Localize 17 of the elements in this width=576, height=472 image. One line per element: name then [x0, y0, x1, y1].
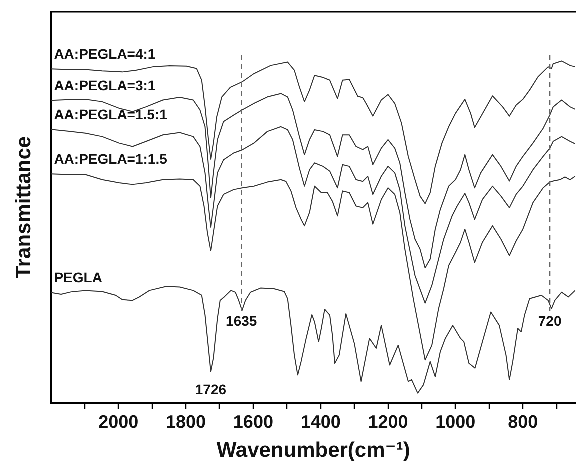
x-axis-title: Wavenumber(cm⁻¹)	[216, 439, 410, 462]
x-tick-label: 2000	[98, 412, 139, 432]
x-tick-label: 1000	[436, 412, 476, 432]
ref-line-label: 1635	[226, 313, 258, 330]
series-label: AA:PEGLA=1.5:1	[54, 106, 168, 122]
series-label: PEGLA	[54, 270, 102, 286]
x-tick-label: 1200	[368, 412, 408, 432]
series-label: AA:PEGLA=1:1.5	[54, 150, 168, 167]
series-label: AA:PEGLA=3:1	[54, 77, 156, 94]
x-tick-label: 1800	[166, 412, 206, 432]
ref-line-label: 720	[538, 313, 562, 330]
y-axis-title: Transmittance	[12, 136, 36, 279]
x-tick-label: 800	[508, 412, 538, 432]
x-tick-label: 1400	[300, 412, 341, 432]
series-label: AA:PEGLA=4:1	[54, 46, 156, 62]
x-tick-label: 1600	[233, 412, 274, 432]
annotation: 1726	[195, 382, 227, 398]
